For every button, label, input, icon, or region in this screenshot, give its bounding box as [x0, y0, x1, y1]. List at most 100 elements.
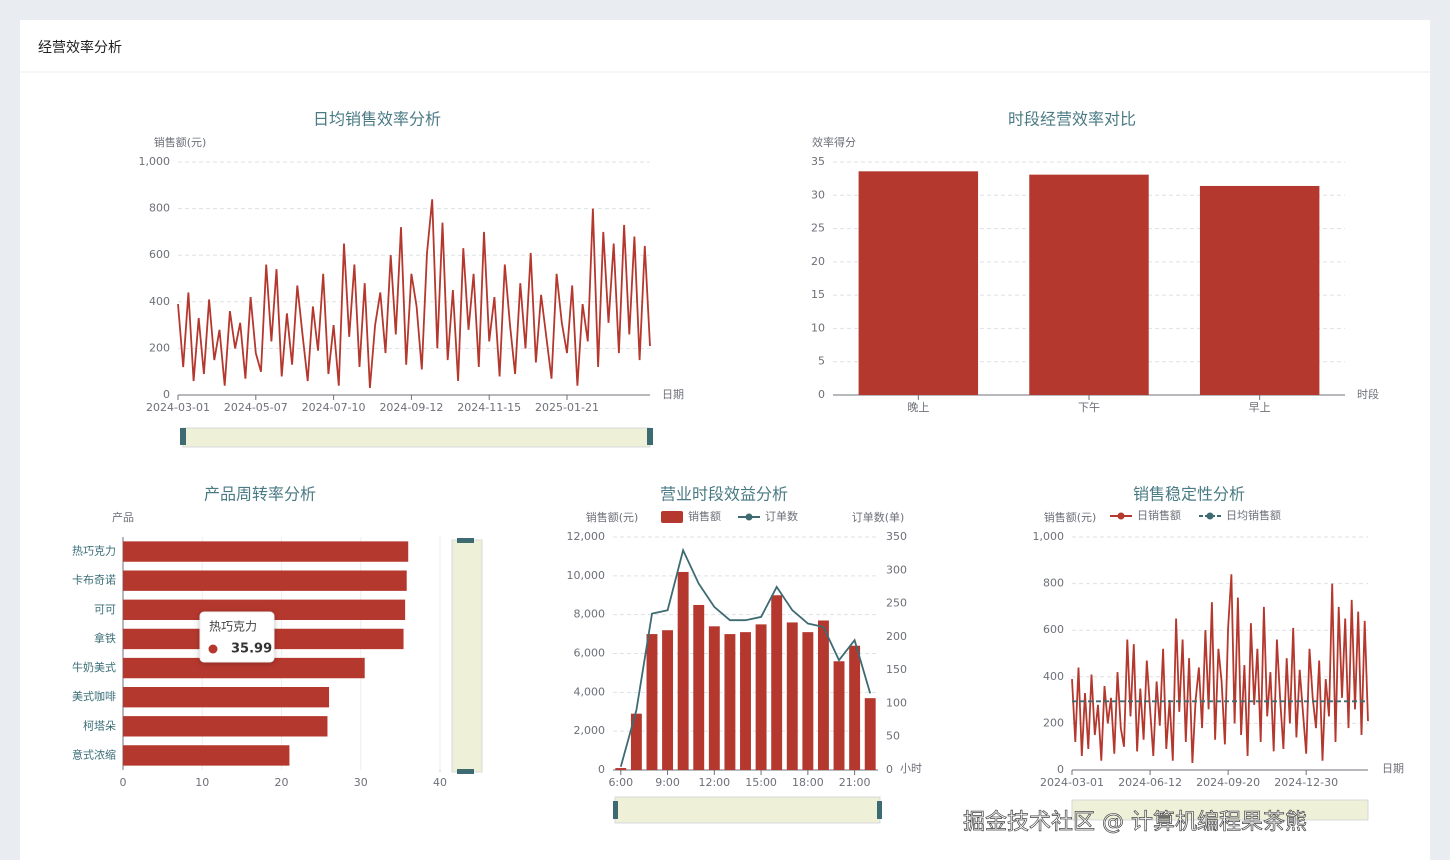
x-tick-label: 9:00 — [655, 776, 680, 789]
y-tick-label: 600 — [1043, 623, 1064, 636]
y-tick-label: 5 — [818, 355, 825, 368]
x-tick-label: 6:00 — [608, 776, 633, 789]
y-tick-label: 1,000 — [139, 155, 171, 168]
y-tick-label: 600 — [149, 248, 170, 261]
x-tick-label: 30 — [354, 776, 368, 789]
y-axis-name: 销售额(元) — [154, 135, 207, 149]
y-tick-label: 10,000 — [567, 569, 606, 582]
y2-axis-name: 订单数(单) — [852, 511, 905, 524]
y-tick-label: 0 — [818, 388, 825, 401]
slider[interactable] — [180, 427, 653, 448]
bar — [123, 657, 365, 679]
legend-icon — [1206, 512, 1214, 520]
bar — [123, 599, 406, 621]
y-tick-label: 12,000 — [567, 530, 606, 543]
bar — [693, 604, 705, 770]
legend-label: 订单数 — [765, 510, 798, 523]
x-tick-label: 2024-11-15 — [457, 401, 521, 414]
x-tick-label: 2024-09-12 — [379, 401, 443, 414]
y-tick-label: 250 — [886, 597, 907, 610]
x-tick-label: 2024-03-01 — [146, 401, 210, 414]
x-tick-label: 2024-12-30 — [1274, 776, 1338, 789]
y-tick-label: 柯塔朵 — [83, 719, 116, 732]
bar — [708, 626, 720, 770]
bar — [771, 595, 783, 770]
y-tick-label: 美式咖啡 — [72, 689, 116, 703]
y-axis-name: 产品 — [112, 510, 134, 524]
y-tick-label: 0 — [163, 388, 170, 401]
y-tick-label: 150 — [886, 663, 907, 676]
y-tick-label: 1,000 — [1033, 530, 1065, 543]
legend-icon — [1117, 512, 1125, 520]
bar — [677, 571, 689, 770]
y-tick-label: 8,000 — [574, 608, 606, 621]
y-tick-label: 0 — [886, 763, 893, 776]
bar — [849, 645, 861, 770]
x-axis-name: 小时 — [900, 762, 922, 775]
y-tick-label: 拿铁 — [94, 631, 116, 645]
x-tick-label: 晚上 — [907, 401, 929, 414]
x-tick-label: 40 — [433, 776, 447, 789]
y-tick-label: 100 — [886, 696, 907, 709]
x-tick-label: 21:00 — [839, 776, 871, 789]
legend-label: 日销售额 — [1137, 508, 1181, 522]
y-tick-label: 卡布奇诺 — [72, 574, 116, 587]
x-tick-label: 20 — [275, 776, 289, 789]
y-tick-label: 800 — [149, 202, 170, 215]
y-tick-label: 30 — [811, 188, 825, 201]
x-tick-label: 0 — [120, 776, 127, 789]
chart-title: 产品周转率分析 — [204, 485, 316, 504]
y-tick-label: 10 — [811, 321, 825, 334]
chart-title: 时段经营效率对比 — [1008, 110, 1136, 129]
y-tick-label: 200 — [886, 630, 907, 643]
bar — [123, 541, 409, 562]
slider[interactable] — [1071, 799, 1369, 821]
tooltip-label: 热巧克力 — [209, 620, 257, 634]
page-title: 经营效率分析 — [38, 39, 122, 56]
watermark: 掘金技术社区 @ 计算机编程果茶熊 — [963, 810, 1307, 835]
x-axis-name: 时段 — [1357, 387, 1379, 401]
y-tick-label: 20 — [811, 255, 825, 268]
y-tick-label: 2,000 — [574, 724, 606, 737]
x-tick-label: 12:00 — [698, 776, 730, 789]
slider[interactable] — [613, 796, 882, 824]
x-axis-name: 日期 — [1382, 762, 1404, 775]
y-tick-label: 0 — [1057, 763, 1064, 776]
y-tick-label: 热巧克力 — [72, 545, 116, 558]
x-tick-label: 2024-03-01 — [1040, 776, 1104, 789]
legend-label: 日均销售额 — [1226, 508, 1281, 522]
bar — [123, 570, 407, 591]
chart-title: 营业时段效益分析 — [660, 485, 788, 504]
y-tick-label: 6,000 — [574, 647, 606, 660]
y-tick-label: 350 — [886, 530, 907, 543]
y-tick-label: 牛奶美式 — [72, 660, 116, 674]
bar — [740, 632, 751, 770]
x-axis-name: 日期 — [662, 388, 684, 401]
bar — [802, 632, 814, 770]
y-tick-label: 400 — [149, 295, 170, 308]
x-tick-label: 早上 — [1249, 401, 1271, 414]
bar — [858, 171, 979, 395]
bar — [724, 634, 736, 770]
y-tick-label: 300 — [886, 563, 907, 576]
bar — [1199, 185, 1320, 395]
bar — [615, 768, 627, 770]
y-tick-label: 意式浓缩 — [72, 747, 116, 761]
y-axis-name: 销售额(元) — [586, 510, 639, 524]
tooltip: 热巧克力 35.99 — [199, 611, 275, 663]
x-tick-label: 下午 — [1078, 401, 1100, 414]
chart-title: 日均销售效率分析 — [313, 110, 441, 129]
bar — [646, 634, 658, 770]
x-tick-label: 2024-06-12 — [1118, 776, 1182, 789]
line — [1071, 574, 1369, 764]
y-tick-label: 可可 — [94, 603, 116, 616]
x-tick-label: 18:00 — [792, 776, 824, 789]
bar — [786, 622, 798, 770]
bar — [123, 716, 328, 737]
bar — [833, 661, 845, 770]
x-tick-label: 2024-09-20 — [1196, 776, 1260, 789]
bar — [662, 630, 674, 770]
line — [177, 199, 651, 389]
bar — [755, 624, 767, 770]
